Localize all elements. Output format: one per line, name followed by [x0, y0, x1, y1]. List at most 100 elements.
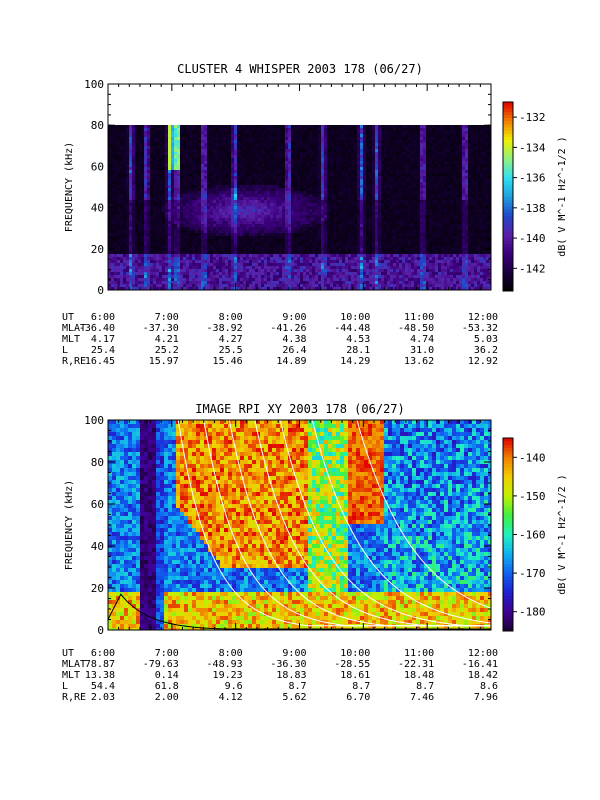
ephemeris-value-mlt: 13.38	[85, 670, 115, 681]
ephemeris-value-mlt: 4.17	[91, 334, 115, 345]
y-tick-label: 100	[84, 78, 104, 91]
ephemeris-value-mlat: -41.26	[270, 323, 306, 334]
colorbar-tick-label: -140	[519, 232, 546, 245]
ephemeris-row-label: UT	[62, 648, 74, 659]
ephemeris-value-mlat: -44.48	[334, 323, 370, 334]
ephemeris-value-mlat: -36.30	[270, 659, 306, 670]
ephemeris-value-ut: 8:00	[219, 312, 243, 323]
ephemeris-value-mlt: 4.21	[155, 334, 179, 345]
ephemeris-value-ut: 10:00	[340, 648, 370, 659]
ephemeris-value-r_re: 2.03	[91, 692, 115, 703]
ephemeris-value-mlt: 4.74	[410, 334, 434, 345]
ephemeris-row-label: UT	[62, 312, 74, 323]
ephemeris-value-ut: 12:00	[468, 312, 498, 323]
y-tick-label: 40	[91, 202, 104, 215]
ephemeris-row-label: MLAT	[62, 659, 86, 670]
plasma-frequency-curve	[311, 419, 492, 624]
colorbar-tick-label: -150	[519, 490, 546, 503]
ephemeris-row-label: R,RE	[62, 356, 86, 367]
ephemeris-value-ut: 7:00	[155, 312, 179, 323]
colorbar-tick-label: -134	[519, 141, 546, 154]
ephemeris-value-mlt: 0.14	[155, 670, 179, 681]
ephemeris-value-mlat: -37.30	[143, 323, 179, 334]
y-axis-label: FREQUENCY (kHz)	[64, 480, 75, 570]
ephemeris-value-l: 31.0	[410, 345, 434, 356]
y-tick-label: 0	[97, 284, 104, 297]
ephemeris-value-r_re: 14.29	[340, 356, 370, 367]
ephemeris-value-mlt: 4.53	[346, 334, 370, 345]
ephemeris-value-l: 8.6	[480, 681, 498, 692]
plasma-frequency-curve	[279, 419, 491, 627]
ephemeris-row-label: R,RE	[62, 692, 86, 703]
ephemeris-value-l: 25.5	[219, 345, 243, 356]
panel-title: IMAGE RPI XY 2003 178 (06/27)	[195, 402, 405, 416]
ephemeris-value-ut: 9:00	[282, 312, 306, 323]
ephemeris-value-l: 28.1	[346, 345, 370, 356]
colorbar-tick-label: -140	[519, 451, 546, 464]
ephemeris-value-r_re: 15.97	[149, 356, 179, 367]
ephemeris-value-mlt: 5.03	[474, 334, 498, 345]
ephemeris-value-l: 8.7	[416, 681, 434, 692]
colorbar-tick-label: -180	[519, 606, 546, 619]
ephemeris-value-mlat: 78.87	[85, 659, 115, 670]
ephemeris-value-r_re: 7.46	[410, 692, 434, 703]
ephemeris-value-ut: 7:00	[155, 648, 179, 659]
y-axis: 0 20 40 60 80 100 FREQUENCY (kHz)	[64, 414, 491, 637]
y-tick-label: 40	[91, 540, 104, 553]
ephemeris-value-ut: 11:00	[404, 648, 434, 659]
ephemeris-value-mlat: -38.92	[207, 323, 243, 334]
ephemeris-value-r_re: 2.00	[155, 692, 179, 703]
ephemeris-value-l: 25.4	[91, 345, 115, 356]
ephemeris-value-mlat: -16.41	[462, 659, 498, 670]
ephemeris-value-l: 25.2	[155, 345, 179, 356]
ephemeris-value-mlt: 4.27	[219, 334, 243, 345]
ephemeris-value-r_re: 4.12	[219, 692, 243, 703]
y-tick-label: 20	[91, 582, 104, 595]
ephemeris-value-mlt: 18.48	[404, 670, 434, 681]
colorbar: -140 -150 -160 -170 -180 dB( V M^-1 Hz^-1/2 )	[502, 437, 568, 632]
y-tick-label: 60	[91, 498, 104, 511]
ephemeris-value-r_re: 7.96	[474, 692, 498, 703]
ephemeris-value-mlt: 18.42	[468, 670, 498, 681]
y-tick-label: 80	[91, 456, 104, 469]
ephemeris-value-l: 54.4	[91, 681, 115, 692]
colorbar-frame	[502, 101, 514, 292]
ephemeris-value-l: 8.7	[288, 681, 306, 692]
colorbar: -132 -134 -136 -138 -140 -142 dB( V M^-1 Hz^-1…	[502, 101, 568, 292]
ephemeris-row-label: L	[62, 345, 68, 356]
spectrogram-image	[108, 125, 492, 291]
ephemeris-value-r_re: 5.62	[282, 692, 306, 703]
ephemeris-value-l: 8.7	[352, 681, 370, 692]
spectrogram-image	[108, 420, 492, 631]
ephemeris-value-mlt: 4.38	[282, 334, 306, 345]
y-tick-label: 100	[84, 414, 104, 427]
colorbar-tick-label: -170	[519, 567, 546, 580]
x-axis	[107, 84, 492, 290]
y-tick-label: 0	[97, 624, 104, 637]
ephemeris-value-l: 36.2	[474, 345, 498, 356]
ephemeris-value-mlt: 18.83	[276, 670, 306, 681]
ephemeris-value-mlt: 18.61	[340, 670, 370, 681]
colorbar-tick-label: -138	[519, 202, 546, 215]
ephemeris-row-label: MLT	[62, 670, 80, 681]
ephemeris-value-ut: 6:00	[91, 312, 115, 323]
ephemeris-value-mlat: -36.40	[79, 323, 115, 334]
ephemeris-value-mlat: -48.50	[398, 323, 434, 334]
colorbar-tick-label: -142	[519, 262, 546, 275]
y-tick-label: 60	[91, 160, 104, 173]
colorbar-label: dB( V M^-1 Hz^-1/2 )	[557, 474, 568, 594]
ephemeris-value-ut: 9:00	[282, 648, 306, 659]
colorbar-tick-label: -160	[519, 529, 546, 542]
ephemeris-value-mlat: -48.93	[207, 659, 243, 670]
plasma-frequency-curve	[356, 419, 492, 609]
ephemeris-value-r_re: 16.45	[85, 356, 115, 367]
colorbar-tick-label: -132	[519, 111, 546, 124]
panel-title: CLUSTER 4 WHISPER 2003 178 (06/27)	[177, 62, 423, 76]
colorbar-tick-label: -136	[519, 172, 546, 185]
ephemeris-value-ut: 12:00	[468, 648, 498, 659]
ephemeris-value-ut: 11:00	[404, 312, 434, 323]
x-axis	[107, 420, 492, 630]
